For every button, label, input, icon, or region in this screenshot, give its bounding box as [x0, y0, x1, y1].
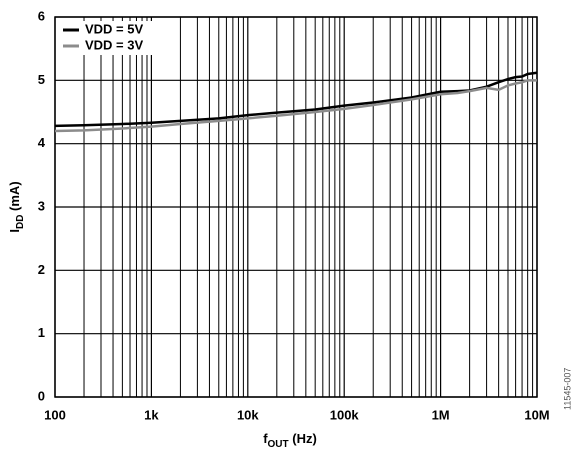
x-tick-label: 100 — [44, 407, 66, 422]
legend-label: VDD = 5V — [85, 21, 143, 36]
y-tick-label: 5 — [38, 72, 45, 87]
x-tick-label: 100k — [330, 407, 360, 422]
series-line — [54, 79, 537, 133]
y-label-sub: DD — [15, 215, 26, 229]
series-line — [54, 71, 538, 128]
x-tick-label: 1k — [144, 407, 159, 422]
y-axis-label: IDD (mA) — [7, 181, 25, 232]
y-tick-label: 6 — [38, 8, 45, 23]
y-tick-label: 1 — [38, 325, 45, 340]
y-tick-label: 0 — [38, 388, 45, 403]
x-label-main: f — [263, 431, 268, 446]
x-tick-label: 1M — [432, 407, 450, 422]
x-label-unit: (Hz) — [289, 431, 317, 446]
x-tick-label: 10M — [524, 407, 549, 422]
legend-label: VDD = 3V — [85, 37, 143, 52]
figure-id: 11545-007 — [562, 368, 572, 410]
y-label-unit: (mA) — [7, 181, 22, 214]
x-axis-label: fOUT (Hz) — [263, 431, 317, 449]
plot-frame — [54, 16, 538, 398]
y-tick-label: 3 — [38, 198, 45, 213]
y-label-main: I — [7, 229, 22, 233]
y-tick-label: 4 — [38, 135, 46, 150]
x-tick-label: 10k — [237, 407, 259, 422]
x-label-sub: OUT — [268, 439, 289, 450]
legend-box — [59, 21, 169, 55]
y-tick-label: 2 — [38, 262, 45, 277]
